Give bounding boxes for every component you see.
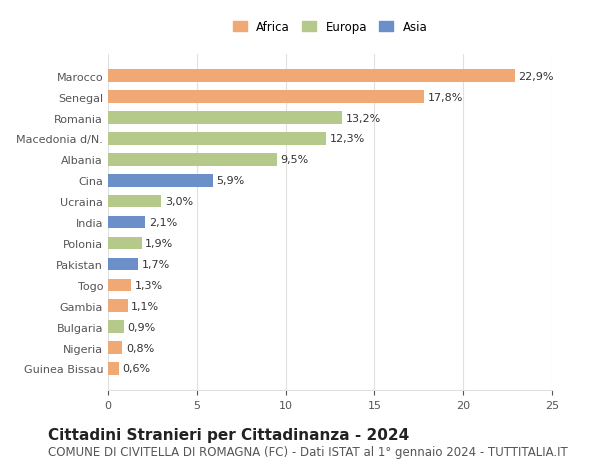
Bar [108,174,213,187]
Text: 1,7%: 1,7% [142,259,170,269]
Text: 1,3%: 1,3% [134,280,163,290]
Text: 1,1%: 1,1% [131,301,159,311]
Text: 9,5%: 9,5% [280,155,308,165]
Text: 13,2%: 13,2% [346,113,381,123]
Text: 0,8%: 0,8% [126,343,154,353]
Bar [108,154,277,166]
Bar [108,279,131,291]
Bar [108,112,343,124]
Bar [108,237,142,250]
Text: 0,9%: 0,9% [128,322,156,332]
Bar [108,216,145,229]
Legend: Africa, Europa, Asia: Africa, Europa, Asia [229,17,431,38]
Bar [108,70,515,83]
Bar [108,258,138,271]
Text: COMUNE DI CIVITELLA DI ROMAGNA (FC) - Dati ISTAT al 1° gennaio 2024 - TUTTITALIA: COMUNE DI CIVITELLA DI ROMAGNA (FC) - Da… [48,445,568,458]
Bar [108,91,424,104]
Text: 22,9%: 22,9% [518,72,554,82]
Text: 1,9%: 1,9% [145,239,173,248]
Text: 5,9%: 5,9% [217,176,245,186]
Text: 17,8%: 17,8% [428,92,463,102]
Text: 3,0%: 3,0% [165,197,193,207]
Bar [108,196,161,208]
Text: Cittadini Stranieri per Cittadinanza - 2024: Cittadini Stranieri per Cittadinanza - 2… [48,427,409,442]
Bar [108,133,326,146]
Text: 0,6%: 0,6% [122,364,151,374]
Bar [108,341,122,354]
Text: 2,1%: 2,1% [149,218,177,228]
Bar [108,363,119,375]
Bar [108,321,124,333]
Text: 12,3%: 12,3% [330,134,365,144]
Bar [108,300,128,312]
